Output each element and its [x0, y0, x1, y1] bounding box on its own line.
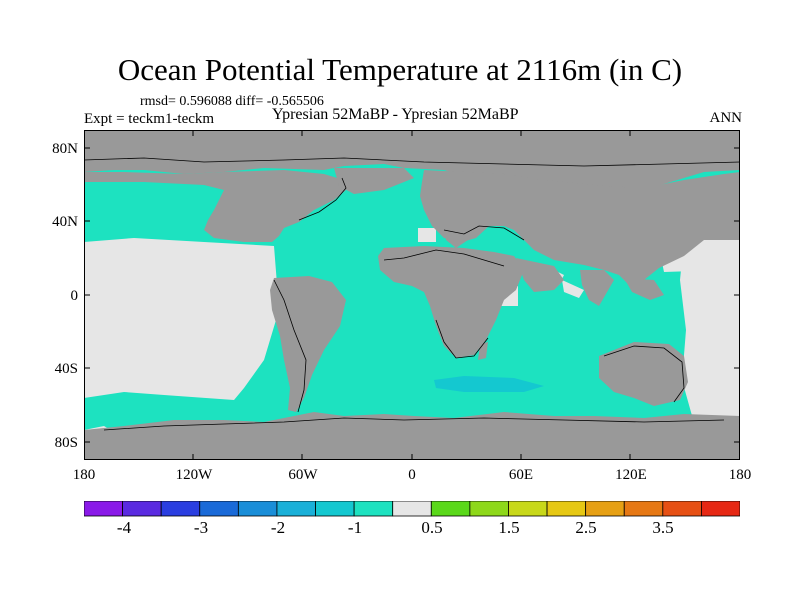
colorbar-label: -1 — [347, 518, 363, 537]
colorbar-swatch — [585, 501, 625, 517]
colorbar-swatch — [469, 501, 509, 517]
lat-label-40s: 40S — [54, 361, 78, 377]
colorbar-swatch — [392, 501, 432, 517]
map-subtitle: Ypresian 52MaBP - Ypresian 52MaBP — [272, 106, 519, 123]
lon-label-180e: 180 — [728, 467, 752, 483]
colorbar-swatch — [122, 501, 162, 517]
colorbar-label: -3 — [193, 518, 209, 537]
colorbar-swatch — [701, 501, 740, 517]
lon-label-0: 0 — [408, 467, 416, 483]
lon-label-60e: 60E — [508, 467, 534, 483]
colorbar-swatch — [353, 501, 394, 517]
lon-label-180w: 180 — [72, 467, 96, 483]
colder-patch — [434, 376, 544, 392]
colorbar-label: 1.5 — [498, 518, 520, 537]
lon-label-120w: 120W — [175, 467, 213, 483]
lat-label-40n: 40N — [52, 214, 78, 230]
axis-ticks — [84, 130, 740, 460]
lat-label-0: 0 — [70, 288, 79, 304]
colorbar-swatch — [276, 501, 316, 517]
temperature-map — [84, 130, 740, 460]
colorbar-swatch — [160, 501, 201, 517]
colorbar-swatch — [84, 501, 123, 517]
lon-label-60w: 60W — [288, 467, 318, 483]
colorbar-swatch — [623, 501, 664, 517]
colorbar-swatch — [237, 501, 278, 517]
colorbar-label: 0.5 — [421, 518, 443, 537]
season-label: ANN — [709, 110, 743, 126]
colorbar-swatch — [430, 501, 471, 517]
colorbar-swatch — [508, 501, 548, 517]
stats-text: rmsd= 0.596088 diff= -0.565506 — [140, 94, 324, 109]
colorbar-swatch — [662, 501, 702, 517]
plot-title: Ocean Potential Temperature at 2116m (in… — [117, 52, 683, 87]
paleo-coastlines — [84, 157, 740, 431]
colorbar-swatch — [315, 501, 355, 517]
colorbar-label: 3.5 — [652, 518, 674, 537]
land-masses — [84, 130, 740, 460]
lon-label-120e: 120E — [615, 467, 647, 483]
lat-label-80n: 80N — [52, 141, 78, 157]
colorbar-label: -2 — [270, 518, 286, 537]
colorbar-label: -4 — [116, 518, 132, 537]
colorbar-swatch — [546, 501, 587, 517]
experiment-label: Expt = teckm1-teckm — [84, 111, 215, 127]
colorbar-label: 2.5 — [575, 518, 597, 537]
colorbar — [84, 501, 740, 517]
lat-label-80s: 80S — [54, 435, 78, 451]
colorbar-swatch — [199, 501, 239, 517]
